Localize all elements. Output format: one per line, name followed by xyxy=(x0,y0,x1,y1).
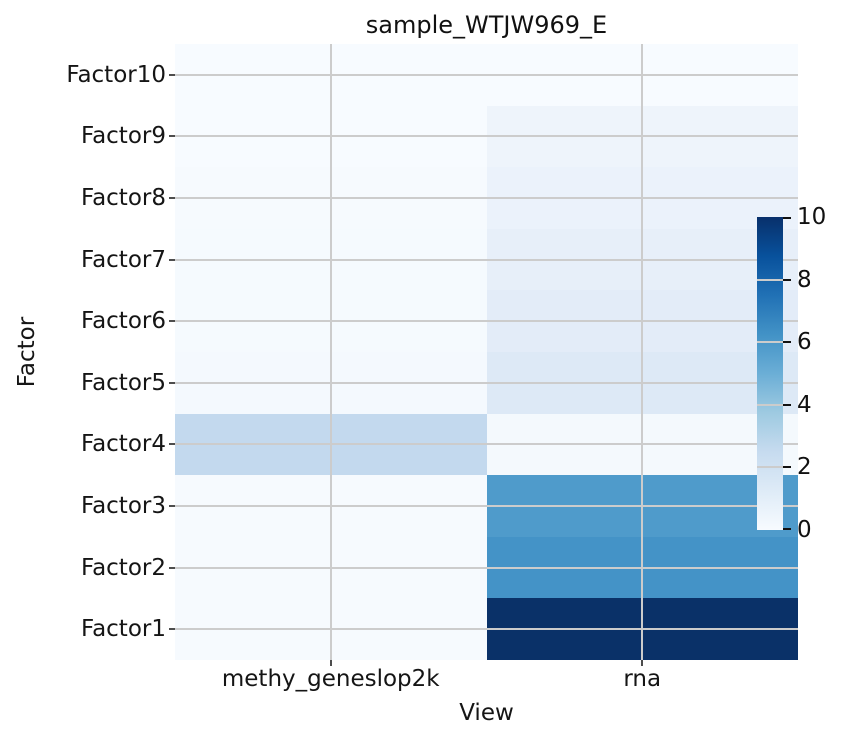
y-tick-label: Factor2 xyxy=(80,554,166,581)
colorbar-grid-line xyxy=(757,341,783,344)
y-tick-mark xyxy=(169,381,176,384)
y-tick-mark xyxy=(169,197,176,199)
grid-line-horizontal xyxy=(175,628,798,631)
colorbar-tick-label: 2 xyxy=(797,454,812,481)
x-tick-mark xyxy=(641,660,644,666)
grid-line-vertical xyxy=(329,44,332,660)
y-tick-mark xyxy=(169,505,176,507)
colorbar-tick-mark xyxy=(783,466,791,469)
colorbar-tick-label: 10 xyxy=(797,204,827,230)
y-tick-label: Factor8 xyxy=(80,185,166,211)
y-tick-label: Factor5 xyxy=(80,369,166,396)
y-tick-mark xyxy=(169,258,176,261)
colorbar-tick-label: 6 xyxy=(797,329,812,356)
y-tick-label: Factor10 xyxy=(66,61,166,88)
colorbar-tick-label: 8 xyxy=(797,266,812,293)
y-tick-label: Factor7 xyxy=(80,246,166,273)
colorbar-gradient xyxy=(757,217,783,530)
grid-line-horizontal xyxy=(175,135,798,138)
colorbar-tick-mark xyxy=(783,217,791,219)
y-tick-mark xyxy=(169,320,176,323)
y-tick-label: Factor3 xyxy=(80,493,166,519)
colorbar: 0 2 4 6 8 10 xyxy=(757,204,826,543)
colorbar-grid-line xyxy=(757,278,783,281)
y-tick-mark xyxy=(169,73,176,76)
colorbar-tick-mark xyxy=(783,528,791,530)
grid-line-horizontal xyxy=(175,73,798,76)
y-tick-mark xyxy=(169,566,176,569)
y-tick-mark xyxy=(169,135,176,138)
y-tick-label: Factor6 xyxy=(80,308,166,335)
x-tick-label: methy_geneslop2k xyxy=(221,666,440,692)
colorbar-grid-line xyxy=(757,403,783,406)
y-tick-mark xyxy=(169,443,176,446)
grid-line-vertical xyxy=(641,44,644,660)
grid-line-horizontal xyxy=(175,320,798,323)
x-tick-mark xyxy=(329,660,332,666)
grid-line-horizontal xyxy=(175,443,798,446)
x-axis-label: View xyxy=(459,700,514,726)
colorbar-tick-label: 0 xyxy=(797,517,812,543)
colorbar-grid-line xyxy=(757,466,783,469)
y-tick-label: Factor9 xyxy=(80,123,166,150)
colorbar-tick-label: 4 xyxy=(797,391,812,418)
x-tick-label: rna xyxy=(623,666,662,692)
chart-title: sample_WTJW969_E xyxy=(365,11,608,39)
colorbar-tick-mark xyxy=(783,341,791,344)
grid-line-horizontal xyxy=(175,197,798,199)
y-tick-label: Factor4 xyxy=(80,431,166,458)
grid-line-horizontal xyxy=(175,381,798,384)
colorbar-tick-mark xyxy=(783,278,791,281)
y-tick-label: Factor1 xyxy=(80,616,166,643)
grid-line-horizontal xyxy=(175,258,798,261)
plot-area: 0 2 4 6 8 10 xyxy=(175,44,826,660)
grid-line-horizontal xyxy=(175,505,798,507)
colorbar-tick-mark xyxy=(783,403,791,406)
y-tick-mark xyxy=(169,628,176,631)
grid-line-horizontal xyxy=(175,566,798,569)
